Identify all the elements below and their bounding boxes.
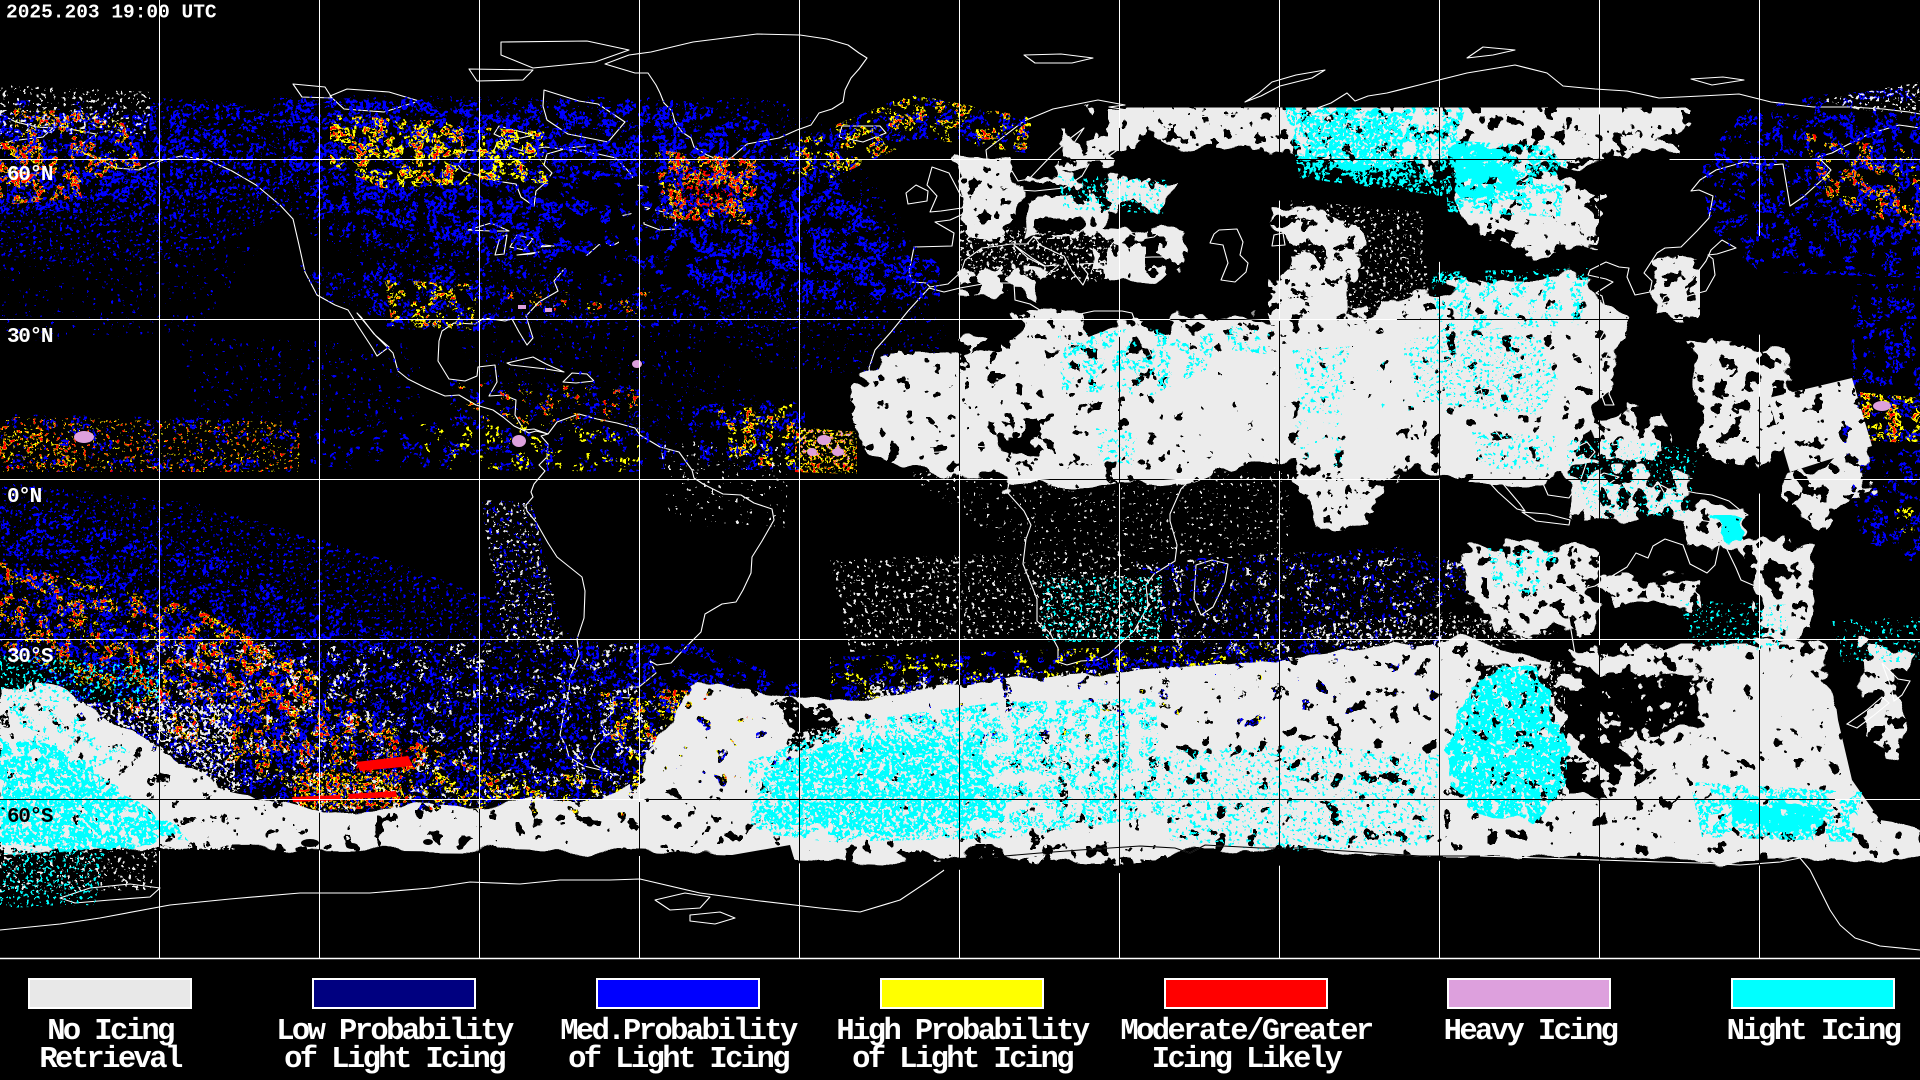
svg-text:Icing Likely: Icing Likely bbox=[1152, 1043, 1343, 1077]
svg-text:Retrieval: Retrieval bbox=[39, 1043, 183, 1077]
svg-text:Moderate/Greater: Moderate/Greater bbox=[1120, 1015, 1373, 1049]
svg-text:30°S: 30°S bbox=[7, 646, 53, 669]
svg-text:2025.203 19:00 UTC: 2025.203 19:00 UTC bbox=[6, 2, 217, 24]
svg-text:No Icing: No Icing bbox=[47, 1015, 174, 1049]
svg-text:Low Probability: Low Probability bbox=[276, 1015, 514, 1049]
svg-text:Med.Probability: Med.Probability bbox=[560, 1015, 798, 1049]
svg-text:Heavy Icing: Heavy Icing bbox=[1444, 1015, 1618, 1049]
svg-text:of Light Icing: of Light Icing bbox=[568, 1043, 789, 1077]
svg-text:0°N: 0°N bbox=[7, 486, 42, 509]
svg-text:of Light Icing: of Light Icing bbox=[284, 1043, 505, 1077]
svg-text:30°N: 30°N bbox=[7, 326, 53, 349]
svg-text:60°N: 60°N bbox=[7, 164, 53, 187]
svg-text:of Light Icing: of Light Icing bbox=[852, 1043, 1073, 1077]
svg-text:Night Icing: Night Icing bbox=[1727, 1015, 1901, 1049]
svg-text:High Probability: High Probability bbox=[836, 1015, 1090, 1049]
svg-text:60°S: 60°S bbox=[7, 806, 53, 829]
